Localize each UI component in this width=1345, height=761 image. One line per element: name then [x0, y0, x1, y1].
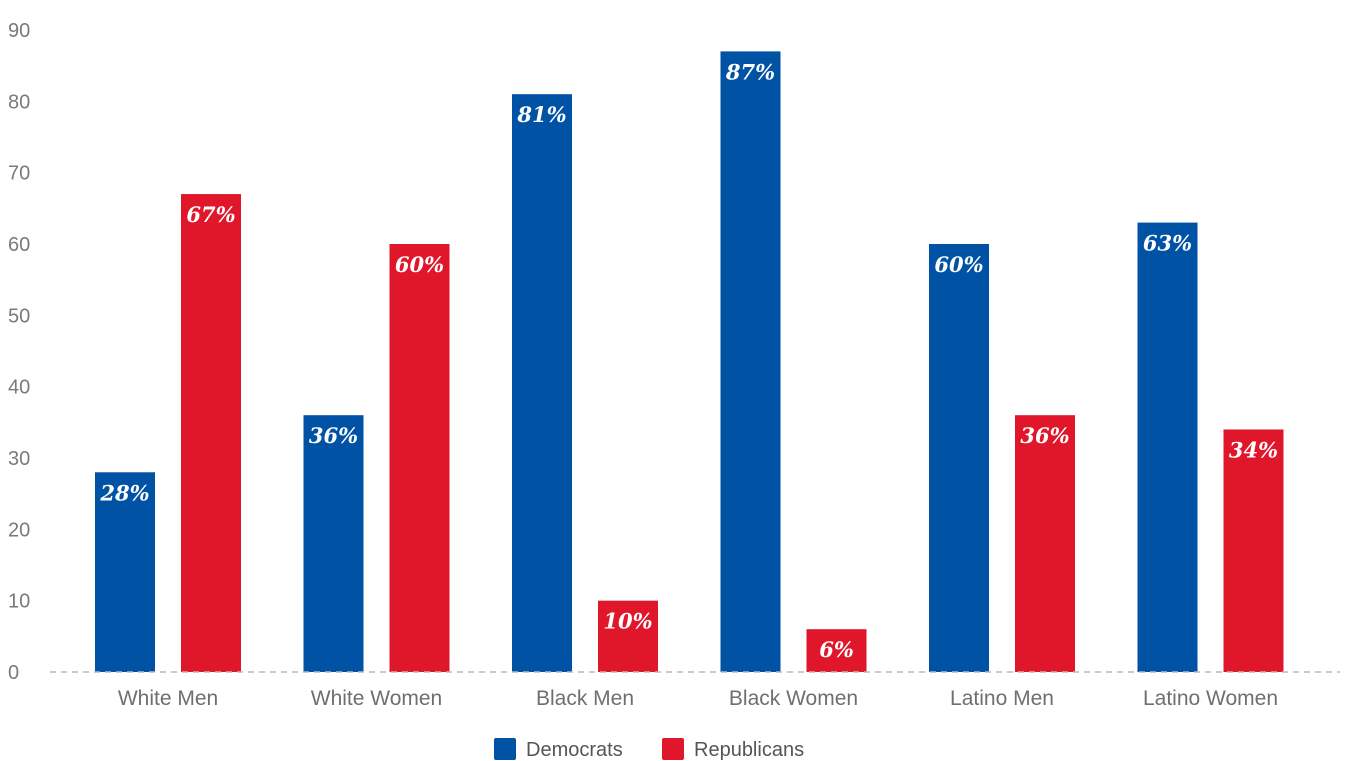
data-label: 60%	[934, 252, 983, 277]
y-tick-label: 80	[8, 91, 30, 113]
data-label: 28%	[99, 480, 149, 505]
legend-label-republicans: Republicans	[694, 739, 804, 761]
y-tick-label: 60	[8, 234, 30, 256]
bar-republicans	[806, 629, 867, 672]
data-label: 67%	[186, 202, 235, 227]
legend-label-democrats: Democrats	[526, 739, 623, 761]
y-tick-label: 90	[8, 20, 30, 42]
bar-democrats	[95, 472, 155, 672]
x-tick-label: Black Men	[536, 687, 634, 710]
x-tick-label: Latino Women	[1143, 687, 1278, 710]
bar-republicans	[181, 194, 241, 673]
x-tick-label: Latino Men	[950, 687, 1054, 710]
x-tick-label: White Women	[311, 687, 443, 710]
data-label: 87%	[725, 59, 775, 84]
y-tick-label: 40	[8, 377, 30, 399]
bar-republicans	[389, 244, 450, 672]
y-tick-label: 20	[8, 519, 30, 541]
data-label: 81%	[516, 102, 566, 127]
bar-republicans	[1223, 429, 1284, 672]
y-tick-label: 30	[8, 448, 30, 470]
y-tick-label: 70	[8, 163, 30, 185]
bar-republicans	[1015, 415, 1075, 672]
data-label: 10%	[603, 609, 652, 634]
data-label: 60%	[395, 252, 444, 277]
x-tick-label: Black Women	[729, 687, 858, 710]
data-label: 36%	[1020, 423, 1069, 448]
legend-swatch-democrats	[494, 738, 516, 760]
y-axis: 0 10 20 30 40 50 60 70 80 90	[8, 20, 30, 684]
bar-democrats	[929, 244, 989, 672]
y-tick-label: 50	[8, 305, 30, 327]
y-tick-label: 0	[8, 662, 19, 684]
bar-democrats	[1137, 222, 1198, 672]
x-axis: White Men White Women Black Men Black Women…	[118, 687, 1278, 710]
bars: 28% 67% 36% 60% 81% 10% 87% 6% 60% 36% 63% 34%	[95, 51, 1284, 673]
data-label: 36%	[309, 423, 358, 448]
y-tick-label: 10	[8, 591, 30, 613]
bar-democrats	[720, 51, 781, 672]
bar-democrats	[303, 415, 364, 672]
bar-republicans	[598, 600, 658, 672]
legend: Democrats Republicans	[494, 738, 804, 761]
data-label: 63%	[1143, 231, 1192, 256]
data-label: 6%	[819, 637, 854, 662]
x-tick-label: White Men	[118, 687, 218, 710]
bar-democrats	[512, 94, 572, 672]
legend-swatch-republicans	[662, 738, 684, 760]
data-label: 34%	[1229, 437, 1278, 462]
